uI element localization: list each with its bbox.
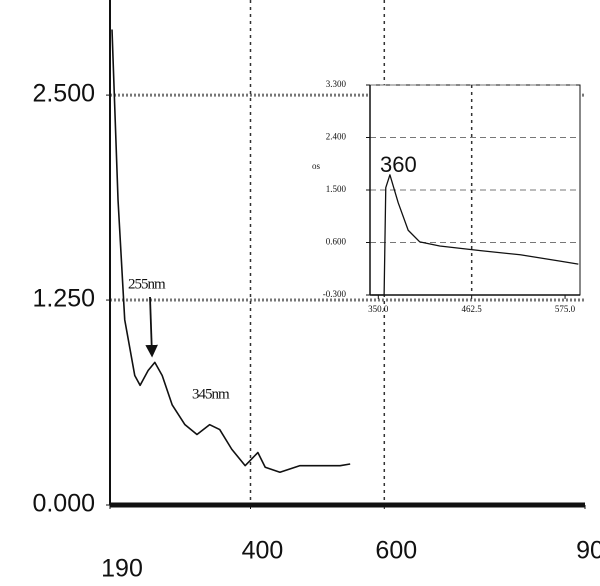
main-chart: 0.000 1.250 2.500 190 400 600 900 255nm 345nm xyxy=(32,0,600,583)
x-tick-label: 600 xyxy=(375,537,417,565)
y-tick-label: 2.500 xyxy=(32,80,95,108)
annotation: 360 xyxy=(380,152,417,177)
y-tick-label: 1.500 xyxy=(326,184,347,194)
x-tick-label: 400 xyxy=(242,537,284,565)
y-tick-label: 0.600 xyxy=(326,237,347,247)
x-tick-label: 575.0 xyxy=(555,304,576,314)
spectrum-line xyxy=(371,174,579,296)
inset-chart: -0.300 0.600 1.500 2.400 3.300 350.0 462.5 575.… xyxy=(312,79,581,314)
annotation-arrow xyxy=(145,296,158,358)
x-tick-label: 462.5 xyxy=(462,304,483,314)
annotation: 345nm xyxy=(192,386,230,402)
y-tick-label: 3.300 xyxy=(326,79,347,89)
y-axis-label: os xyxy=(312,161,321,171)
x-tick-label: 190 xyxy=(101,555,143,583)
y-tick-label: 1.250 xyxy=(32,285,95,313)
spectrum-line xyxy=(111,29,351,474)
annotation: 255nm xyxy=(128,276,166,292)
x-tick-label: 350.0 xyxy=(368,304,389,314)
y-tick-label: 0.000 xyxy=(32,490,95,518)
y-tick-label: -0.300 xyxy=(323,289,347,299)
x-tick-label: 900 xyxy=(576,537,600,565)
y-tick-label: 2.400 xyxy=(326,132,347,142)
